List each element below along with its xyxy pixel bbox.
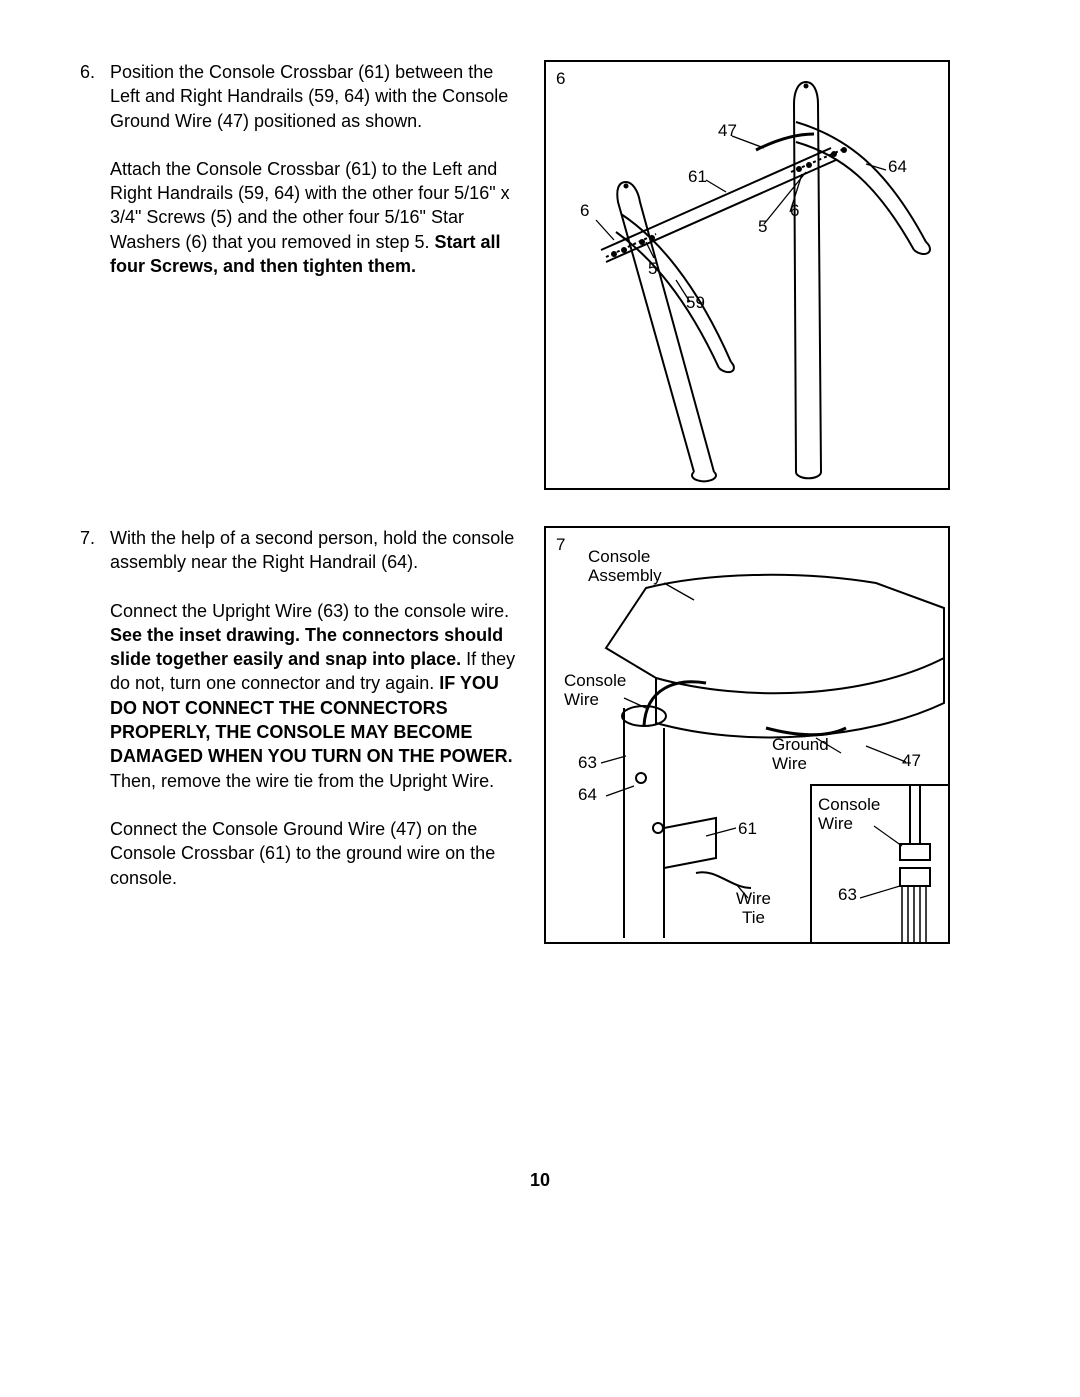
fig6-label-64: 64	[888, 158, 907, 177]
fig6-label-6a: 6	[580, 202, 589, 221]
fig7-label-47: 47	[902, 752, 921, 771]
step-7-body: With the help of a second person, hold t…	[110, 526, 520, 944]
fig7-label-console-wire: Console Wire	[564, 672, 626, 709]
page-number: 10	[0, 1168, 1080, 1192]
step-7-text: 7. With the help of a second person, hol…	[80, 526, 520, 944]
figure-6: 6	[544, 60, 950, 490]
step-6-number: 6.	[80, 60, 110, 490]
fig7-label-console-assembly: Console Assembly	[588, 548, 662, 585]
step-6-text: 6. Position the Console Crossbar (61) be…	[80, 60, 520, 490]
fig6-label-5b: 5	[758, 218, 767, 237]
fig6-drawing	[546, 62, 948, 488]
step-7-p2a: Connect the Upright Wire (63) to the con…	[110, 601, 509, 621]
inset-label-63: 63	[838, 886, 857, 905]
fig7-inset: Console Wire 63	[810, 784, 950, 944]
step-6-p1: Position the Console Crossbar (61) betwe…	[110, 60, 520, 133]
step-7-p2: Connect the Upright Wire (63) to the con…	[110, 599, 520, 793]
figure-7: 7	[544, 526, 950, 944]
step-7-p2e: Then, remove the wire tie from the Uprig…	[110, 771, 494, 791]
fig7-label-61: 61	[738, 820, 757, 839]
step-6-body: Position the Console Crossbar (61) betwe…	[110, 60, 520, 490]
fig6-label-6b: 6	[790, 202, 799, 221]
fig6-label-59: 59	[686, 294, 705, 313]
fig7-label-wire-tie: Wire Tie	[736, 890, 771, 927]
step-7-p2b: See the inset drawing. The connectors sh…	[110, 625, 503, 669]
inset-label-console-wire: Console Wire	[818, 796, 880, 833]
fig6-label-5a: 5	[648, 260, 657, 279]
step-7-p3: Connect the Console Ground Wire (47) on …	[110, 817, 520, 890]
fig6-label-61: 61	[688, 168, 707, 187]
fig7-label-64: 64	[578, 786, 597, 805]
fig7-label-ground-wire: Ground Wire	[772, 736, 829, 773]
step-7-p1: With the help of a second person, hold t…	[110, 526, 520, 575]
step-6: 6. Position the Console Crossbar (61) be…	[80, 60, 1000, 490]
step-7-number: 7.	[80, 526, 110, 944]
step-7: 7. With the help of a second person, hol…	[80, 526, 1000, 944]
fig6-label-47: 47	[718, 122, 737, 141]
fig7-label-63: 63	[578, 754, 597, 773]
step-6-p2: Attach the Console Crossbar (61) to the …	[110, 157, 520, 278]
